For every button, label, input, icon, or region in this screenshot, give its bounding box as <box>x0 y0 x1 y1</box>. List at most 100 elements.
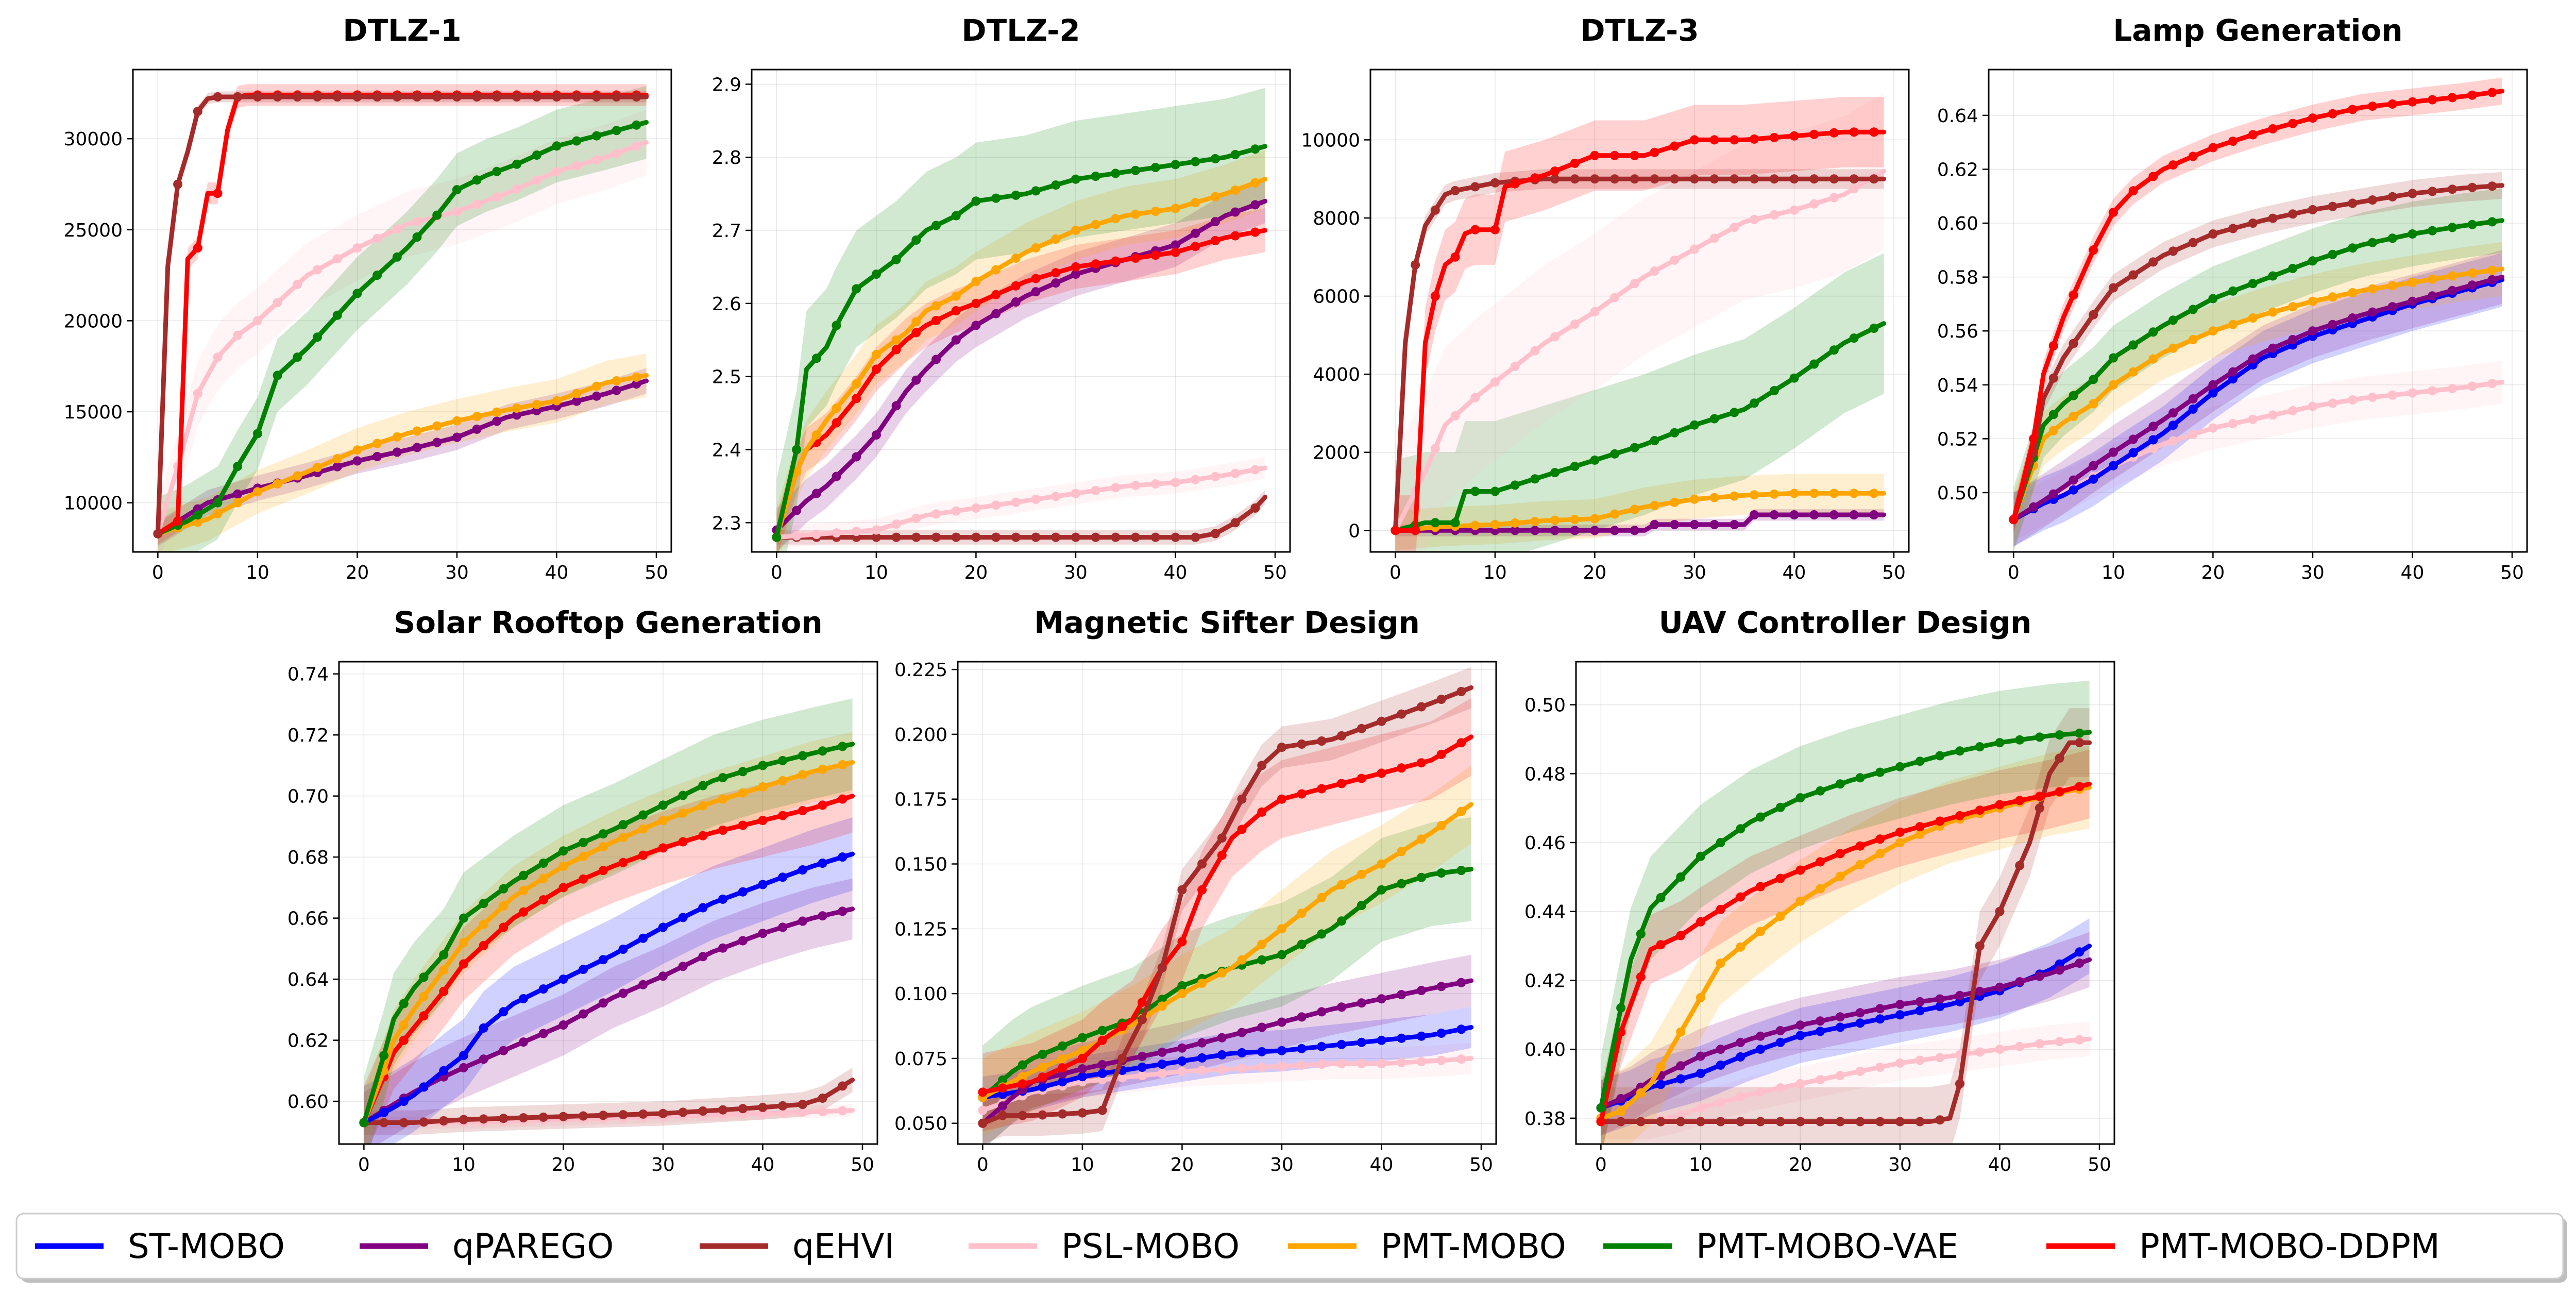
band-pmt-mobo <box>1601 746 2090 1144</box>
data-point-st-mobo <box>1397 1033 1406 1043</box>
data-point-qparego <box>1616 1094 1626 1103</box>
data-point-pmt-mobo <box>1091 220 1100 229</box>
x-tick-label: 20 <box>964 562 988 583</box>
data-point-qehvi <box>1131 532 1140 542</box>
data-point-qparego <box>1510 526 1520 535</box>
data-point-qparego <box>1031 287 1041 297</box>
data-point-qehvi <box>698 1106 708 1116</box>
data-point-st-mobo <box>1097 1069 1107 1079</box>
data-point-psl-mobo <box>193 389 202 398</box>
data-point-qehvi <box>1636 1117 1646 1127</box>
data-point-psl-mobo <box>2368 392 2377 402</box>
data-point-pmt-mobo-ddpm <box>1117 1021 1127 1031</box>
data-point-qehvi <box>1317 736 1327 746</box>
data-point-pmt-mobo <box>1058 1054 1067 1064</box>
plot-area <box>153 84 649 552</box>
series-line-pmt-mobo-vae <box>980 867 1474 1100</box>
data-point-psl-mobo <box>1456 1054 1466 1064</box>
x-tick-label: 50 <box>1469 1154 1493 1175</box>
series-line-psl-mobo <box>155 140 649 536</box>
x-tick-label: 30 <box>1683 562 1706 583</box>
data-point-st-mobo <box>1736 1052 1745 1062</box>
data-point-pmt-mobo-vae <box>998 1075 1008 1085</box>
data-point-psl-mobo <box>1849 184 1859 194</box>
data-point-pmt-mobo-vae <box>1795 793 1805 803</box>
band-pmt-mobo-ddpm <box>982 698 1471 1131</box>
data-point-pmt-mobo-vae <box>2075 728 2084 738</box>
data-point-psl-mobo <box>552 166 562 176</box>
data-point-psl-mobo <box>1510 362 1520 371</box>
data-point-pmt-mobo <box>852 379 861 389</box>
data-point-qehvi <box>978 1118 988 1128</box>
data-point-pmt-mobo-ddpm <box>1091 259 1100 269</box>
data-point-psl-mobo <box>1091 485 1100 495</box>
chart-dtlz-2: 0 10 20 30 40 50 2.3 2.4 2.5 2.6 2.7 2.8 2.9 DTLZ-2 <box>712 13 1291 583</box>
data-point-pmt-mobo <box>472 412 482 422</box>
data-point-pmt-mobo <box>2228 320 2238 329</box>
data-point-pmt-mobo-ddpm <box>2029 434 2039 444</box>
data-point-pmt-mobo <box>1510 518 1520 528</box>
data-point-st-mobo <box>1456 1024 1466 1034</box>
data-point-pmt-mobo-ddpm <box>871 364 881 374</box>
data-point-qparego <box>951 335 961 345</box>
data-point-pmt-mobo-ddpm <box>1277 794 1286 804</box>
data-point-psl-mobo <box>372 233 382 243</box>
data-point-qparego <box>1570 526 1580 535</box>
data-point-psl-mobo <box>1230 468 1240 478</box>
data-point-psl-mobo <box>1177 1067 1187 1077</box>
data-point-qehvi <box>1550 174 1560 184</box>
data-point-pmt-mobo-vae <box>1436 868 1446 878</box>
data-point-pmt-mobo-ddpm <box>1775 873 1785 883</box>
data-point-qparego <box>1809 510 1819 519</box>
data-point-pmt-mobo-vae <box>1091 172 1100 181</box>
x-tick-label: 50 <box>2088 1154 2111 1175</box>
x-tick-label: 40 <box>1370 1154 1394 1175</box>
data-point-qehvi <box>1689 174 1699 184</box>
data-point-pmt-mobo-vae <box>579 837 588 847</box>
data-point-pmt-mobo-ddpm <box>638 850 648 860</box>
data-point-pmt-mobo-vae <box>718 773 727 783</box>
data-point-pmt-mobo-vae <box>758 761 768 770</box>
data-point-psl-mobo <box>2015 1041 2025 1051</box>
data-point-qparego <box>2208 380 2218 390</box>
x-tick-label: 30 <box>2301 562 2325 583</box>
x-tick-label: 40 <box>2401 562 2425 583</box>
plot-area <box>772 88 1268 552</box>
data-point-qparego <box>519 1037 528 1047</box>
data-point-pmt-mobo <box>233 498 243 508</box>
data-point-pmt-mobo <box>738 788 748 798</box>
data-point-pmt-mobo-ddpm <box>1237 825 1247 834</box>
data-point-qehvi <box>1829 174 1839 184</box>
y-tick-label: 2.4 <box>712 440 741 461</box>
data-point-qehvi <box>638 1109 648 1119</box>
data-point-pmt-mobo-vae <box>698 781 708 791</box>
data-point-qparego <box>352 456 362 466</box>
y-tick-label: 30000 <box>63 129 123 150</box>
data-point-qparego <box>1051 278 1061 288</box>
data-point-pmt-mobo-vae <box>1869 324 1879 333</box>
data-point-qehvi <box>153 529 163 539</box>
data-point-qparego <box>1011 297 1021 307</box>
data-point-st-mobo <box>419 1082 429 1092</box>
x-tick-label: 10 <box>246 562 269 583</box>
data-point-qparego <box>838 906 848 916</box>
chart-panels: 0 10 20 30 40 501000015000200002500030000DTLZ… <box>63 13 2528 1175</box>
band-qehvi <box>776 490 1265 545</box>
series-line-pmt-mobo-vae <box>2011 218 2505 522</box>
data-point-pmt-mobo-ddpm <box>1317 784 1327 794</box>
x-tick-label: 30 <box>1270 1154 1294 1175</box>
series-line-qparego <box>1598 957 2092 1111</box>
data-point-pmt-mobo <box>891 335 901 345</box>
data-point-psl-mobo <box>778 1108 788 1118</box>
data-point-pmt-mobo-vae <box>1736 824 1745 834</box>
data-point-psl-mobo <box>931 509 941 519</box>
data-point-st-mobo <box>798 865 807 875</box>
data-point-psl-mobo <box>2208 423 2218 433</box>
data-point-pmt-mobo-vae <box>2035 732 2044 742</box>
data-point-pmt-mobo-vae <box>871 270 881 279</box>
data-point-pmt-mobo <box>252 487 262 497</box>
data-point-pmt-mobo <box>2188 335 2198 344</box>
data-point-psl-mobo <box>2467 381 2477 391</box>
data-point-psl-mobo <box>1250 465 1260 475</box>
